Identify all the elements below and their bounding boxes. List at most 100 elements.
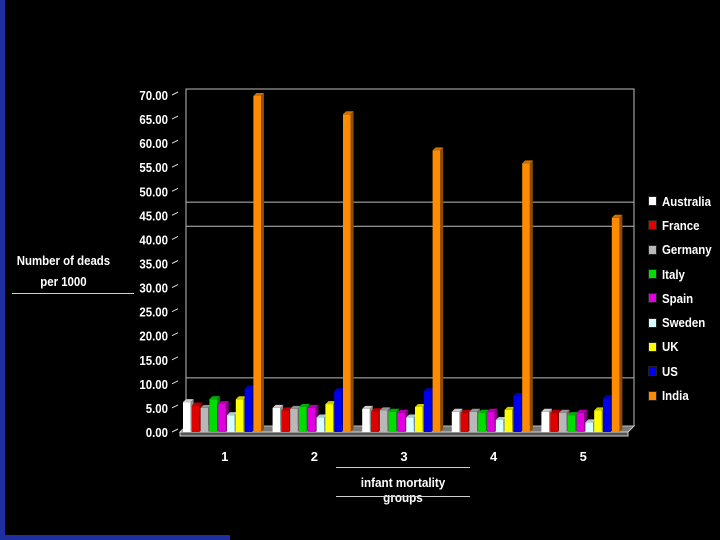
bar-us xyxy=(603,398,611,432)
bar-spain xyxy=(397,412,405,432)
bar-australia xyxy=(362,408,370,432)
legend-label: France xyxy=(662,217,700,233)
chart-back-wall xyxy=(185,88,635,427)
legend-label: Italy xyxy=(662,266,685,282)
y-tick xyxy=(171,308,179,313)
bar-top xyxy=(576,409,588,413)
bar-top xyxy=(406,414,417,418)
y-tick-label: 5.00 xyxy=(146,401,168,416)
y-tick-label: 35.00 xyxy=(139,257,168,272)
bar-top xyxy=(504,406,516,410)
bar-germany xyxy=(469,411,477,432)
y-tick xyxy=(171,380,179,385)
bar-france xyxy=(281,410,289,432)
y-tick xyxy=(171,332,179,337)
bar-top xyxy=(451,408,463,412)
bar-india xyxy=(253,95,261,432)
bar-uk xyxy=(325,404,333,432)
legend-label: India xyxy=(662,388,689,404)
y-tick xyxy=(171,284,179,289)
y-tick-label: 25.00 xyxy=(139,305,168,320)
bar-india xyxy=(432,150,441,432)
legend-item: India xyxy=(648,383,718,407)
bar-top xyxy=(209,396,220,400)
bar-top xyxy=(334,388,345,392)
bar-top xyxy=(423,388,435,392)
bar-germany xyxy=(290,408,298,432)
bar-top xyxy=(343,111,354,115)
bar-side xyxy=(261,92,264,432)
chart-floor-edge xyxy=(179,431,629,437)
bar-italy xyxy=(209,399,217,432)
bar-top xyxy=(522,160,533,164)
bar-top xyxy=(478,409,489,413)
bar-top xyxy=(191,402,203,406)
y-tick-label: 0.00 xyxy=(146,425,168,440)
bar-france xyxy=(191,405,200,432)
y-tick-label: 45.00 xyxy=(139,209,168,224)
x-axis-label-rule-bottom xyxy=(336,496,470,497)
y-tick-label: 60.00 xyxy=(139,136,168,151)
bar-top xyxy=(541,408,552,412)
bar-side xyxy=(440,147,444,432)
y-tick xyxy=(171,356,179,361)
bar-top xyxy=(227,412,238,416)
legend-item: US xyxy=(648,359,718,383)
x-tick-label: 1 xyxy=(221,449,228,464)
bar-italy xyxy=(567,415,576,432)
bar-top xyxy=(244,385,256,389)
legend-swatch xyxy=(648,269,657,280)
legend-swatch xyxy=(648,244,657,255)
legend-swatch xyxy=(648,196,657,207)
y-tick-label: 15.00 xyxy=(139,353,168,368)
y-axis-label-rule xyxy=(12,293,134,294)
bar-france xyxy=(371,411,379,432)
legend-label: UK xyxy=(662,339,679,355)
bar-side xyxy=(619,214,623,432)
bar-top xyxy=(253,92,264,96)
y-tick-label: 55.00 xyxy=(139,161,168,176)
bar-sweden xyxy=(585,422,593,432)
bar-top xyxy=(371,408,382,412)
bar-italy xyxy=(478,412,486,432)
bar-top xyxy=(379,407,391,411)
bar-top xyxy=(567,412,579,416)
bar-top xyxy=(550,409,561,413)
bar-top xyxy=(281,407,292,411)
y-tick xyxy=(171,404,179,409)
bar-top xyxy=(325,401,336,405)
bar-uk xyxy=(594,410,602,432)
y-tick xyxy=(171,211,179,216)
y-tick xyxy=(171,187,179,192)
bar-side xyxy=(529,160,533,432)
bar-india xyxy=(522,163,530,432)
bar-germany xyxy=(200,407,209,432)
x-tick-label: 4 xyxy=(490,449,498,464)
bar-top xyxy=(585,419,596,423)
bar-top xyxy=(218,401,229,405)
bar-top xyxy=(388,408,400,412)
legend: Australia France Germany Italy Spain Sweden UK… xyxy=(648,189,718,408)
bar-top xyxy=(272,404,284,408)
x-axis-label: infant mortality groups xyxy=(360,475,446,505)
bar-top xyxy=(397,409,408,413)
bar-us xyxy=(334,391,342,432)
bar-us xyxy=(423,391,432,432)
legend-swatch xyxy=(648,220,657,231)
bar-us xyxy=(244,388,253,432)
bar-germany xyxy=(559,412,567,432)
legend-item: Sweden xyxy=(648,310,718,334)
bar-australia xyxy=(272,407,281,432)
y-tick-label: 70.00 xyxy=(139,88,168,103)
bar-australia xyxy=(183,402,191,432)
bar-top xyxy=(469,408,480,412)
bar-italy xyxy=(299,406,307,432)
bar-spain xyxy=(487,411,495,432)
legend-item: UK xyxy=(648,335,718,359)
bar-germany xyxy=(379,410,388,432)
bar-top xyxy=(495,416,507,420)
bar-uk xyxy=(235,399,244,432)
legend-item: Spain xyxy=(648,286,718,310)
bar-india xyxy=(343,114,351,432)
bar-top xyxy=(460,409,472,413)
